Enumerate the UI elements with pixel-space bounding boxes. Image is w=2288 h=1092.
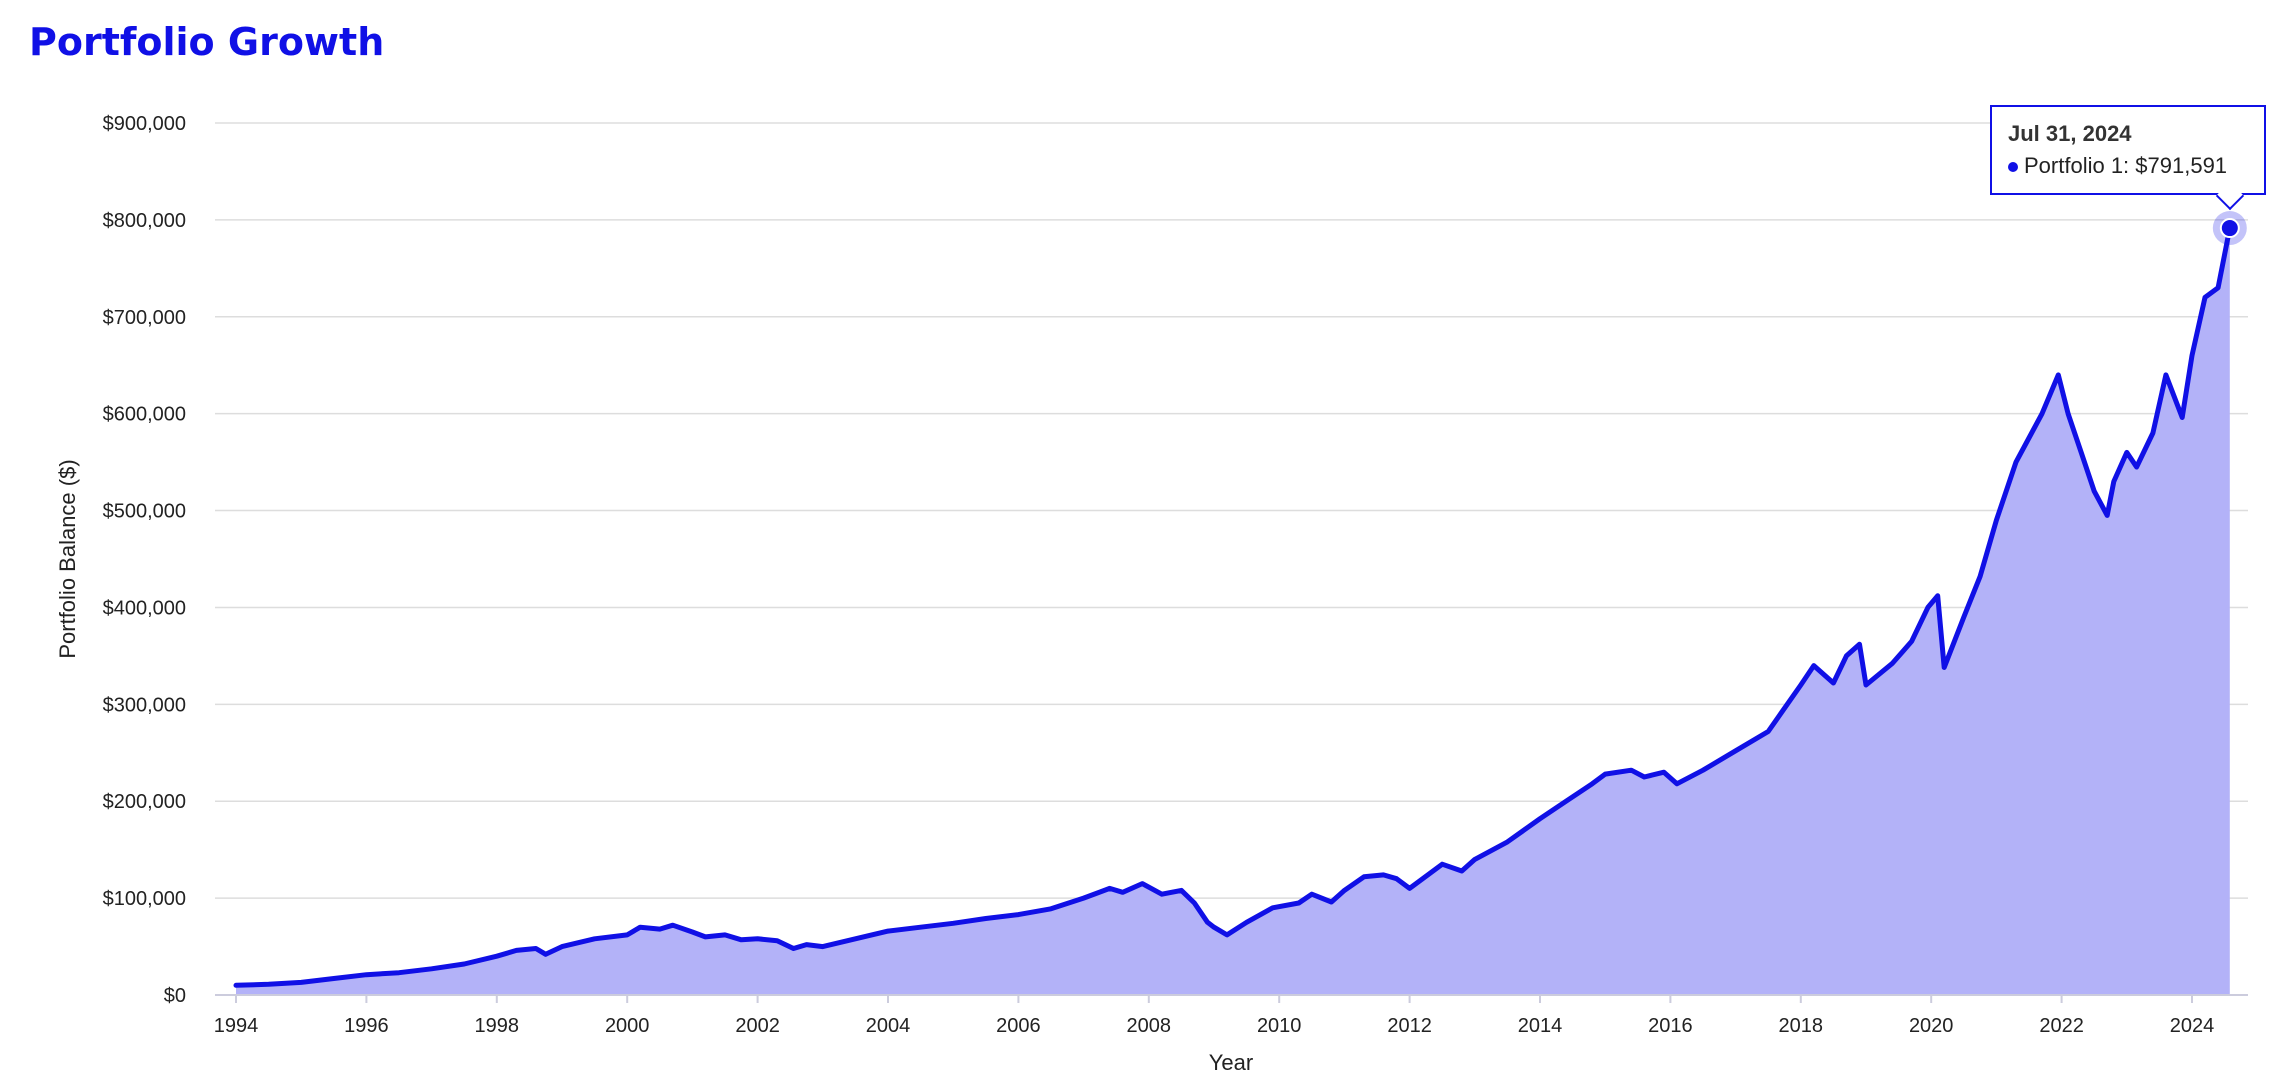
x-tick-label: 2004 — [866, 1015, 911, 1037]
x-axis-ticks: 1994 1996 1998 2000 2002 2004 2006 2008 2010 2012… — [214, 995, 2215, 1037]
x-tick-label: 2022 — [2039, 1015, 2084, 1037]
x-tick-label: 2008 — [1127, 1015, 1172, 1037]
series-dot-icon — [2008, 162, 2018, 173]
series-line — [233, 225, 2233, 988]
x-tick-label: 2000 — [605, 1015, 650, 1037]
series-line-layer — [233, 225, 2233, 988]
hover-point — [2219, 218, 2240, 239]
y-tick-label: $400,000 — [103, 597, 186, 619]
chart-title: Portfolio Growth — [29, 20, 385, 64]
y-axis-title: Portfolio Balance ($) — [55, 459, 80, 658]
x-tick-label: 2024 — [2170, 1015, 2215, 1037]
y-tick-label: $700,000 — [103, 307, 186, 329]
gridlines — [215, 122, 2248, 899]
x-tick-label: 2010 — [1257, 1015, 1302, 1037]
y-tick-label: $300,000 — [103, 694, 186, 716]
y-tick-label: $200,000 — [103, 791, 186, 813]
area-fill-layer — [236, 228, 2230, 995]
x-tick-label: 2014 — [1518, 1015, 1563, 1037]
y-axis-ticks: $0 $100,000 $200,000 $300,000 $400,000 $500,0… — [103, 113, 186, 1007]
x-tick-label: 1996 — [344, 1015, 389, 1037]
tooltip-date: Jul 31, 2024 — [2008, 121, 2132, 146]
x-tick-label: 1994 — [214, 1015, 259, 1037]
y-tick-label: $0 — [164, 985, 186, 1007]
x-tick-label: 2002 — [735, 1015, 780, 1037]
y-tick-label: $900,000 — [103, 113, 186, 135]
hover-marker[interactable] — [2212, 211, 2247, 246]
tooltip-series-value: Portfolio 1: $791,591 — [2024, 153, 2228, 178]
x-tick-label: 2020 — [1909, 1015, 1954, 1037]
data-point-tooltip: Jul 31, 2024 Portfolio 1: $791,591 — [1990, 105, 2266, 195]
series-area-fill — [236, 228, 2230, 995]
y-tick-label: $100,000 — [103, 888, 186, 910]
y-tick-label: $600,000 — [103, 404, 186, 426]
x-tick-label: 2012 — [1387, 1015, 1432, 1037]
y-tick-label: $800,000 — [103, 210, 186, 232]
x-tick-label: 1998 — [475, 1015, 520, 1037]
x-tick-label: 2016 — [1648, 1015, 1693, 1037]
x-tick-label: 2006 — [996, 1015, 1041, 1037]
y-tick-label: $500,000 — [103, 501, 186, 523]
x-tick-label: 2018 — [1779, 1015, 1824, 1037]
x-axis-title: Year — [1209, 1050, 1253, 1075]
tooltip-row: Portfolio 1: $791,591 — [2008, 153, 2250, 179]
